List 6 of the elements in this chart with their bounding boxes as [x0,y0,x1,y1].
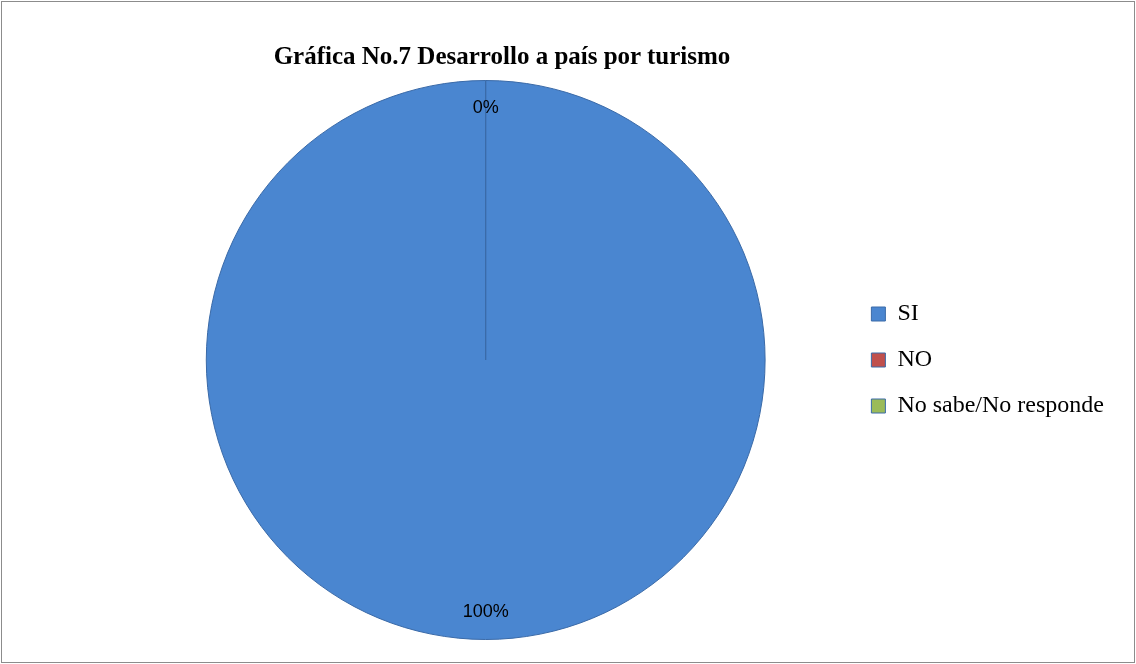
legend-label: NO [897,345,933,372]
data-label: 100% [462,600,509,621]
chart-title: Gráfica No.7 Desarrollo a país por turismo [272,42,732,70]
text: 0% [472,97,499,118]
legend-label: SI [897,299,919,326]
legend-label: No sabe/No responde [897,391,1105,418]
